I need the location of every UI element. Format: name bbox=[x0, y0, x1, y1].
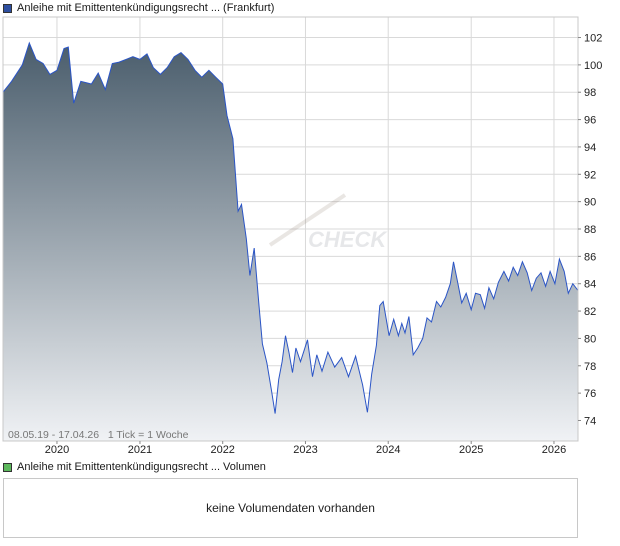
price-legend: Anleihe mit Emittentenkündigungsrecht ..… bbox=[3, 0, 274, 16]
volume-legend-swatch bbox=[3, 462, 12, 472]
y-axis: 74 76 78 80 82 84 86 88 90 92 94 96 98 100 102 bbox=[578, 33, 602, 427]
x-tick-label: 2024 bbox=[376, 444, 400, 456]
price-legend-swatch bbox=[3, 3, 12, 13]
x-tick-label: 2026 bbox=[542, 444, 566, 456]
y-tick-label: 98 bbox=[584, 87, 596, 99]
x-tick-label: 2021 bbox=[128, 444, 152, 456]
y-tick-label: 102 bbox=[584, 33, 602, 45]
y-tick-label: 96 bbox=[584, 115, 596, 127]
y-tick-label: 78 bbox=[584, 361, 596, 373]
x-tick-label: 2022 bbox=[210, 444, 234, 456]
y-tick-label: 84 bbox=[584, 279, 596, 291]
y-tick-label: 86 bbox=[584, 251, 596, 263]
y-tick-label: 94 bbox=[584, 142, 596, 154]
y-tick-label: 76 bbox=[584, 388, 596, 400]
volume-panel: keine Volumendaten vorhanden bbox=[3, 478, 578, 538]
price-legend-label: Anleihe mit Emittentenkündigungsrecht ..… bbox=[17, 2, 275, 14]
price-line bbox=[2, 41, 579, 414]
y-tick-label: 80 bbox=[584, 333, 596, 345]
x-tick-label: 2023 bbox=[293, 444, 317, 456]
range-label: 08.05.19 - 17.04.26 1 Tick = 1 Woche bbox=[8, 429, 189, 441]
volume-legend-label: Anleihe mit Emittentenkündigungsrecht ..… bbox=[17, 461, 266, 473]
price-area bbox=[3, 43, 578, 441]
x-tick-label: 2025 bbox=[459, 444, 483, 456]
x-axis: 2020 2021 2022 2023 2024 2025 2026 bbox=[45, 441, 566, 456]
price-chart: CHECK 74 76 78 80 82 84 86 88 90 92 94 96 98 100 102 2… bbox=[2, 16, 602, 456]
y-tick-label: 100 bbox=[584, 60, 602, 72]
watermark: CHECK bbox=[268, 193, 388, 252]
y-tick-label: 92 bbox=[584, 169, 596, 181]
y-tick-label: 74 bbox=[584, 415, 596, 427]
watermark-text: CHECK bbox=[308, 227, 388, 252]
x-tick-label: 2020 bbox=[45, 444, 69, 456]
y-tick-label: 88 bbox=[584, 224, 596, 236]
volume-legend: Anleihe mit Emittentenkündigungsrecht ..… bbox=[3, 459, 266, 475]
watermark-swoosh bbox=[268, 193, 347, 247]
volume-empty-message: keine Volumendaten vorhanden bbox=[206, 501, 375, 515]
y-tick-label: 82 bbox=[584, 306, 596, 318]
y-tick-label: 90 bbox=[584, 197, 596, 209]
